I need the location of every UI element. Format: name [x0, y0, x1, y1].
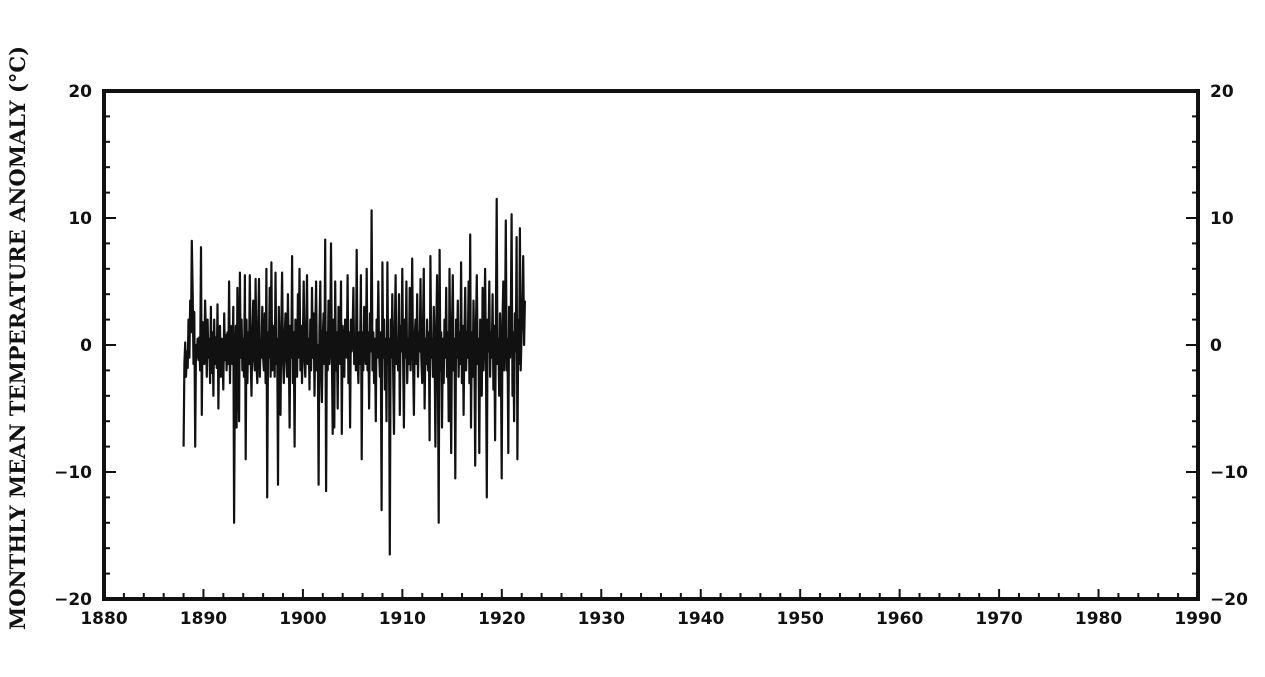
y-tick-label-left: −20	[54, 590, 92, 610]
x-tick-label: 1990	[1174, 609, 1221, 629]
x-tick-label: 1940	[677, 609, 724, 629]
x-tick-label: 1880	[80, 609, 127, 629]
x-tick-label: 1950	[777, 609, 824, 629]
x-tick-label: 1970	[975, 609, 1022, 629]
y-tick-label-right: −10	[1210, 463, 1248, 483]
y-tick-label-right: 0	[1210, 336, 1222, 356]
y-tick-label-left: −10	[54, 463, 92, 483]
x-tick-label: 1900	[279, 609, 326, 629]
y-tick-label-right: 10	[1210, 209, 1234, 229]
y-tick-label-left: 0	[80, 336, 92, 356]
x-tick-label: 1920	[478, 609, 525, 629]
x-tick-label: 1980	[1075, 609, 1122, 629]
series-line-0	[182, 197, 526, 556]
x-tick-label: 1960	[876, 609, 923, 629]
x-tick-label: 1910	[379, 609, 426, 629]
plot-frame	[102, 89, 1200, 601]
x-tick-label: 1890	[180, 609, 227, 629]
y-tick-label-right: 20	[1210, 82, 1234, 102]
y-tick-label-right: −20	[1210, 590, 1248, 610]
y-tick-label-left: 20	[68, 82, 92, 102]
y-axis-title: MONTHLY MEAN TEMPERATURE ANOMALY (°C)	[5, 46, 30, 630]
x-tick-label: 1930	[578, 609, 625, 629]
y-tick-label-left: 10	[68, 209, 92, 229]
